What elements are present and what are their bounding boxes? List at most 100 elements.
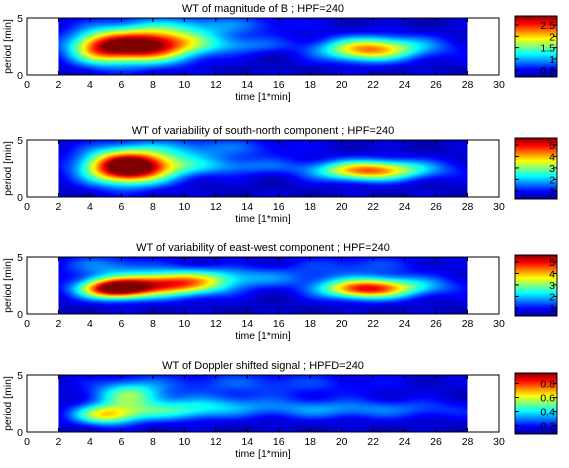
x-tick-label: 14 (241, 318, 253, 330)
colorbar-tick-label: 0.6 (540, 393, 555, 405)
x-axis-label: time [1*min] (235, 330, 291, 342)
x-tick-label: 0 (24, 436, 30, 448)
x-tick-label: 14 (241, 201, 253, 213)
colorbar-tick-label: 2 (549, 31, 555, 43)
x-tick-label: 4 (87, 318, 93, 330)
x-tick-label: 26 (430, 436, 442, 448)
y-axis-label: period [min] (2, 19, 14, 74)
x-tick-label: 0 (24, 201, 30, 213)
x-tick-label: 8 (150, 318, 156, 330)
x-tick-label: 8 (150, 79, 156, 91)
x-tick-label: 16 (273, 436, 285, 448)
chart-title: WT of magnitude of B ; HPF=240 (182, 3, 344, 15)
x-tick-label: 24 (399, 436, 411, 448)
x-tick-label: 14 (241, 79, 253, 91)
colorbar-tick-label: 2 (549, 291, 555, 303)
colorbar-tick-label: 2 (549, 174, 555, 186)
x-tick-label: 0 (24, 318, 30, 330)
colorbar-tick-label: 0.4 (540, 407, 555, 419)
y-tick-label: 0 (17, 70, 23, 82)
colorbar-tick-label: 1 (549, 186, 555, 198)
colorbar-tick-label: 4 (549, 268, 555, 280)
x-tick-label: 22 (367, 436, 379, 448)
x-tick-label: 6 (118, 318, 124, 330)
x-tick-label: 22 (367, 79, 379, 91)
colorbar-tick-label: 0.5 (540, 65, 555, 77)
colorbar: 0.511.522.5 (514, 15, 558, 78)
heatmap-image (58, 375, 468, 432)
x-tick-label: 10 (178, 436, 190, 448)
colorbar: 0.2 0.4 0.6 0.8 (514, 372, 558, 435)
x-tick-label: 4 (87, 79, 93, 91)
x-tick-label: 28 (462, 436, 474, 448)
y-tick-label: 0 (17, 192, 23, 204)
axes-frame (26, 256, 500, 315)
x-tick-label: 6 (118, 79, 124, 91)
x-tick-label: 22 (367, 201, 379, 213)
x-tick-label: 30 (493, 318, 505, 330)
x-tick-label: 18 (304, 201, 316, 213)
x-tick-label: 0 (24, 79, 30, 91)
y-tick-label: 5 (17, 135, 23, 147)
heatmap-image (58, 140, 468, 197)
chart-title: WT of variability of south-north compone… (132, 125, 394, 137)
x-tick-label: 10 (178, 201, 190, 213)
x-tick-label: 12 (210, 436, 222, 448)
colorbar-gradient (514, 372, 558, 435)
x-tick-label: 22 (367, 318, 379, 330)
x-axis-label: time [1*min] (235, 213, 291, 225)
colorbar-tick-label: 1 (549, 54, 555, 66)
x-tick-label: 6 (118, 436, 124, 448)
x-tick-label: 18 (304, 436, 316, 448)
x-tick-label: 26 (430, 79, 442, 91)
x-tick-label: 24 (399, 318, 411, 330)
x-tick-label: 28 (462, 318, 474, 330)
x-tick-label: 16 (273, 318, 285, 330)
x-tick-label: 4 (87, 201, 93, 213)
x-tick-label: 28 (462, 201, 474, 213)
y-tick-label: 5 (17, 252, 23, 264)
chart-title: WT of Doppler shifted signal ; HPFD=240 (162, 360, 364, 372)
x-tick-label: 20 (336, 318, 348, 330)
x-tick-label: 30 (493, 79, 505, 91)
colorbar-gradient (514, 15, 558, 78)
x-tick-label: 12 (210, 79, 222, 91)
x-tick-label: 2 (56, 201, 62, 213)
x-tick-label: 18 (304, 79, 316, 91)
colorbar-tick-label: 0.2 (540, 421, 555, 433)
x-tick-label: 10 (178, 318, 190, 330)
x-tick-label: 10 (178, 79, 190, 91)
x-tick-label: 18 (304, 318, 316, 330)
x-axis-label: time [1*min] (235, 448, 291, 460)
axes-frame (26, 139, 500, 198)
x-tick-label: 8 (150, 436, 156, 448)
x-axis-label: time [1*min] (235, 91, 291, 103)
x-tick-label: 2 (56, 79, 62, 91)
y-axis-label: period [min] (2, 258, 14, 313)
colorbar-tick-label: 5 (549, 257, 555, 269)
x-tick-label: 24 (399, 79, 411, 91)
x-tick-label: 16 (273, 79, 285, 91)
x-tick-label: 20 (336, 436, 348, 448)
x-tick-label: 20 (336, 201, 348, 213)
x-tick-label: 20 (336, 79, 348, 91)
colorbar-tick-label: 0.8 (540, 379, 555, 391)
colorbar-gradient (514, 254, 558, 317)
x-tick-label: 2 (56, 436, 62, 448)
axes-frame (26, 374, 500, 433)
heatmap-image (58, 257, 468, 314)
colorbar-tick-label: 1.5 (540, 43, 555, 55)
x-tick-label: 30 (493, 201, 505, 213)
x-tick-label: 12 (210, 201, 222, 213)
axes-frame (26, 17, 500, 76)
x-tick-label: 26 (430, 318, 442, 330)
colorbar-tick-label: 1 (549, 303, 555, 315)
x-tick-label: 14 (241, 436, 253, 448)
y-tick-label: 0 (17, 427, 23, 439)
x-tick-label: 12 (210, 318, 222, 330)
